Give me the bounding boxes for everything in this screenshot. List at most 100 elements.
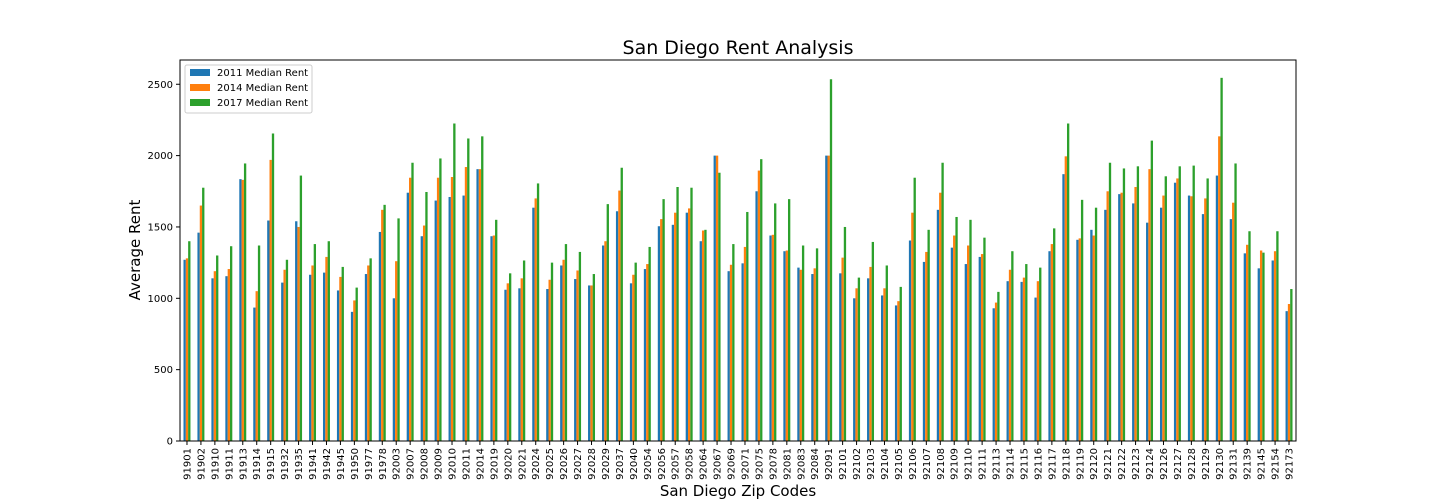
x-tick-label: 91911 [224, 448, 235, 480]
x-axis: 91901 91902 91910 91911 91913 91914 91915 91932… [182, 441, 1296, 480]
bar [1176, 178, 1179, 441]
x-tick-label: 92122 [1117, 448, 1128, 480]
bar [411, 162, 414, 442]
bar [936, 209, 940, 441]
bar [325, 256, 328, 441]
bar [267, 220, 270, 441]
bar [299, 175, 303, 441]
x-tick-label: 91914 [252, 448, 263, 480]
bar [367, 265, 370, 441]
bar [520, 278, 523, 441]
bar [409, 177, 412, 441]
bar [783, 251, 786, 441]
bar [1271, 260, 1274, 441]
bar [1062, 174, 1065, 441]
bar [183, 259, 186, 441]
y-axis: 0 500 1000 1500 2000 2500 [148, 80, 180, 448]
bar [953, 235, 956, 441]
x-tick-label: 92075 [754, 448, 765, 480]
bar [1132, 203, 1135, 441]
bar [643, 269, 647, 441]
x-tick-label: 92139 [1243, 448, 1254, 480]
bar [422, 225, 426, 441]
bar [211, 278, 214, 441]
bar [536, 183, 540, 441]
bar [495, 219, 498, 441]
legend-label: 2014 Median Rent [217, 83, 308, 94]
bar [1229, 219, 1233, 441]
bar [1204, 198, 1207, 441]
bar [350, 311, 354, 441]
x-tick-label: 91978 [378, 448, 389, 480]
y-tick-label: 1500 [148, 222, 173, 233]
bar [1262, 252, 1265, 441]
bar [420, 236, 423, 441]
bar [671, 224, 675, 441]
x-tick-label: 92057 [671, 448, 682, 480]
bar [504, 289, 507, 441]
bar [797, 267, 800, 441]
x-tick-label: 92028 [587, 448, 598, 480]
bar [1173, 182, 1177, 441]
bar [922, 261, 926, 441]
x-tick-label: 92127 [1173, 448, 1184, 480]
x-tick-label: 92054 [643, 448, 654, 480]
x-tick-label: 92119 [1075, 448, 1086, 480]
bar [309, 274, 312, 441]
bar [980, 254, 984, 441]
x-tick-label: 92081 [782, 448, 793, 480]
x-tick-label: 92029 [601, 448, 612, 480]
bar [939, 192, 942, 441]
x-tick-label: 91913 [238, 448, 249, 480]
bar [271, 133, 275, 442]
bar [364, 274, 368, 441]
x-tick-label: 92040 [629, 448, 640, 480]
bar [880, 295, 884, 441]
x-tick-label: 92129 [1201, 448, 1212, 480]
x-axis-label: San Diego Zip Codes [660, 482, 817, 500]
bar [811, 274, 814, 441]
bar [227, 269, 230, 441]
bar [185, 258, 189, 441]
legend-swatch [190, 84, 210, 91]
x-tick-label: 92113 [992, 448, 1003, 480]
bar [243, 163, 247, 441]
bar [1050, 244, 1054, 441]
bar [1118, 194, 1121, 441]
bar [522, 260, 526, 441]
bar [202, 187, 205, 441]
bar [1220, 77, 1223, 441]
bar [1206, 178, 1209, 441]
bar [955, 216, 958, 441]
bar [841, 257, 844, 441]
bar [897, 301, 900, 441]
bar [1064, 156, 1067, 441]
x-tick-label: 92091 [824, 448, 835, 480]
bar [1150, 140, 1154, 441]
bar [283, 269, 286, 441]
bar [1022, 277, 1026, 441]
bar [685, 212, 689, 441]
bar [801, 245, 805, 441]
bar [1066, 123, 1070, 441]
x-tick-label: 92019 [489, 448, 500, 480]
bar [425, 191, 428, 441]
x-tick-label: 92069 [727, 448, 738, 480]
bar [829, 79, 833, 441]
bar [1187, 195, 1191, 441]
bar [746, 211, 749, 441]
x-tick-label: 92130 [1215, 448, 1226, 480]
bar [355, 287, 358, 441]
bar [1025, 264, 1028, 441]
bar [1034, 297, 1037, 441]
x-tick-label: 92083 [796, 448, 807, 480]
bar [853, 298, 856, 441]
bar [950, 247, 954, 441]
bar [313, 244, 317, 441]
bar [506, 283, 509, 441]
y-tick-label: 1000 [148, 294, 173, 305]
bar [1257, 268, 1260, 441]
bar [1078, 238, 1081, 441]
bar [1076, 239, 1079, 441]
